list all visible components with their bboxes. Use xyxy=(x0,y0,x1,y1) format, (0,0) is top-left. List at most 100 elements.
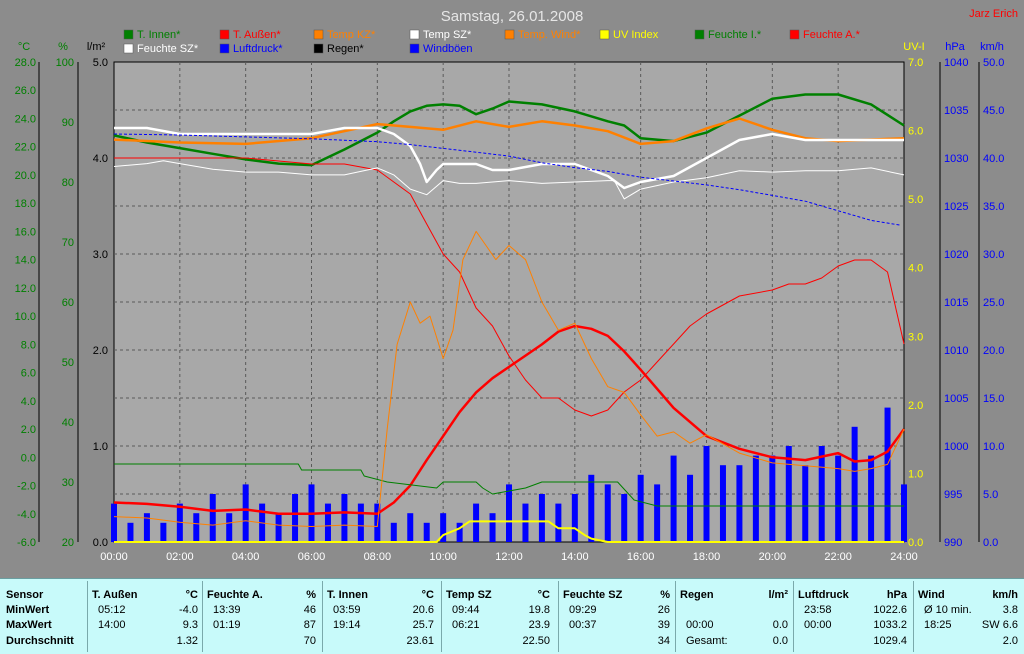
stats-value: 0.0 xyxy=(772,635,788,647)
axis-tick-label: 0.0 xyxy=(908,537,923,549)
legend-swatch xyxy=(313,43,324,54)
series-line-7 xyxy=(113,230,905,527)
wind-gust-bar xyxy=(868,455,875,542)
wind-gust-bar xyxy=(604,484,611,542)
wind-gust-bar xyxy=(637,474,644,542)
series-line-0 xyxy=(113,93,905,167)
stats-col-header: Feuchte SZ xyxy=(563,589,623,601)
stats-col-header: T. Außen xyxy=(92,589,138,601)
wind-gust-bar xyxy=(818,446,825,542)
legend-label: Windböen xyxy=(423,43,473,55)
axis-tick-label: 26.0 xyxy=(15,85,36,97)
axis-tick-label: 1035 xyxy=(944,105,968,117)
wind-gust-bar xyxy=(440,513,447,542)
legend-swatch xyxy=(123,29,134,40)
wind-gust-bar xyxy=(160,522,167,542)
wind-axis: 50.0 45.0 40.0 35.0 30.0 25.0 20.0 15.0 10.0 5.0 0… xyxy=(978,57,1004,549)
wind-gust-bar xyxy=(654,484,661,542)
stats-time: 14:00 xyxy=(98,619,126,631)
axis-tick-label: 20.0 xyxy=(15,170,36,182)
stats-time: 05:12 xyxy=(98,604,126,616)
axis-tick-label: 995 xyxy=(944,489,962,501)
press-axis: 1040 1035 1030 1025 1020 1015 1010 1005 1000 995 9… xyxy=(939,57,968,549)
legend-label: Temp. Wind* xyxy=(518,29,581,41)
stats-value: 70 xyxy=(303,635,316,647)
axis-tick-label: -6.0 xyxy=(17,537,36,549)
series-line-5 xyxy=(114,126,904,190)
series-line-8 xyxy=(114,520,904,543)
wind-gust-bar xyxy=(111,503,117,542)
stats-value: 1033.2 xyxy=(873,619,907,631)
axis-tick-label: 20.0 xyxy=(983,345,1004,357)
temp-axis-unit: °C xyxy=(18,41,30,53)
wind-gust-bar xyxy=(687,474,694,542)
hum-axis-unit: % xyxy=(58,41,68,53)
wind-gust-bar xyxy=(621,494,628,542)
axis-tick-label: 5.0 xyxy=(983,489,998,501)
stats-row-label: Durchschnitt xyxy=(6,635,74,647)
axis-tick-label: 18.0 xyxy=(15,198,36,210)
axis-tick-label: 16.0 xyxy=(15,226,36,238)
hum-axis: 100 90 80 70 60 50 40 30 20 xyxy=(56,57,79,549)
wind-gust-bar xyxy=(209,494,216,542)
stats-time: 18:25 xyxy=(924,619,952,631)
wind-gust-bar xyxy=(588,474,595,542)
legend-swatch xyxy=(789,29,800,40)
axis-tick-label: 4.0 xyxy=(93,153,108,165)
x-tick-label: 22:00 xyxy=(824,551,852,563)
stats-time: 00:37 xyxy=(569,619,597,631)
stats-value: 20.6 xyxy=(412,604,434,616)
rain-axis-unit: l/m² xyxy=(87,41,106,53)
wind-gust-bar xyxy=(489,513,496,542)
stats-time: 03:59 xyxy=(333,604,361,616)
wind-gust-bar xyxy=(901,484,907,542)
stats-col-unit: °C xyxy=(185,589,198,601)
x-tick-label: 24:00 xyxy=(890,551,918,563)
stats-value: 22.50 xyxy=(522,635,550,647)
axis-tick-label: 70 xyxy=(62,237,74,249)
wind-gust-bar xyxy=(390,522,397,542)
stats-col-unit: km/h xyxy=(992,589,1018,601)
legend-label: UV Index xyxy=(613,29,659,41)
stats-value: 87 xyxy=(303,619,316,631)
stats-column-separator xyxy=(793,581,794,652)
stats-value: 3.8 xyxy=(1002,604,1018,616)
stats-value: 39 xyxy=(657,619,670,631)
stats-column-separator xyxy=(202,581,203,652)
stats-col-header: Wind xyxy=(918,589,945,601)
axis-tick-label: 8.0 xyxy=(21,339,36,351)
x-tick-label: 02:00 xyxy=(166,551,194,563)
wind-gust-bar xyxy=(785,446,792,542)
stats-time: Ø 10 min. xyxy=(924,604,972,616)
stats-col-unit: % xyxy=(660,589,670,601)
stats-col-header: Luftdruck xyxy=(798,589,849,601)
wind-gust-bar xyxy=(423,522,430,542)
wind-gust-bar xyxy=(670,455,677,542)
stats-value: 0.0 xyxy=(772,619,788,631)
axis-tick-label: -4.0 xyxy=(17,509,36,521)
axis-tick-label: 3.0 xyxy=(908,331,923,343)
axis-tick-label: 6.0 xyxy=(21,368,36,380)
temp-axis: 28.0 26.0 24.0 22.0 20.0 18.0 16.0 14.0 12.0 10.0… xyxy=(15,57,40,549)
wind-gust-bar xyxy=(769,455,776,542)
legend-swatch xyxy=(504,29,515,40)
author-label: Jarz Erich xyxy=(969,8,1018,20)
stats-row-label: MinWert xyxy=(6,604,50,616)
stats-value: 25.7 xyxy=(412,619,434,631)
axis-tick-label: 20 xyxy=(62,537,74,549)
stats-col-unit: °C xyxy=(537,589,550,601)
legend-label: Regen* xyxy=(327,43,364,55)
axis-tick-label: 25.0 xyxy=(983,297,1004,309)
stats-value: 26 xyxy=(657,604,670,616)
stats-column-separator xyxy=(675,581,676,652)
axis-tick-label: -2.0 xyxy=(17,481,36,493)
wind-gust-bar xyxy=(357,503,364,542)
stats-col-header: Feuchte A. xyxy=(207,589,263,601)
stats-column-separator xyxy=(913,581,914,652)
series-lines xyxy=(113,93,906,543)
axis-tick-label: 50.0 xyxy=(983,57,1004,69)
stats-value: 19.8 xyxy=(528,604,550,616)
axis-tick-label: 1010 xyxy=(944,345,968,357)
wind-gust-bar xyxy=(292,494,299,542)
wind-gust-bar xyxy=(324,503,331,542)
